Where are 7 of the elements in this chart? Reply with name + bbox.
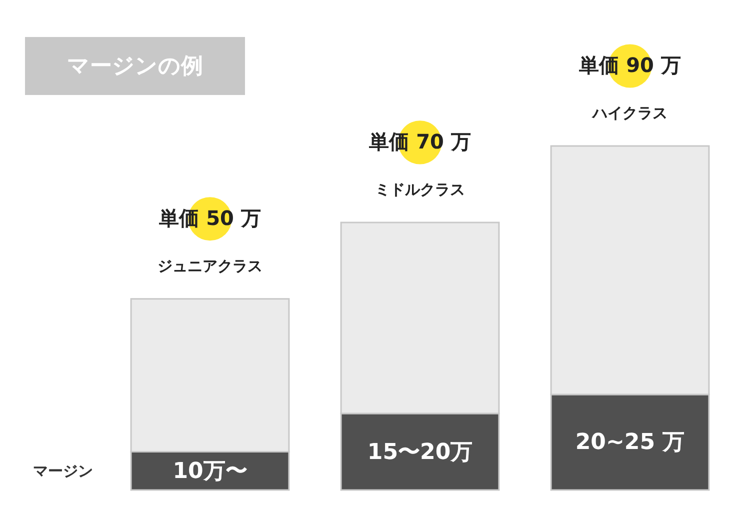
x-tick-label: ミドルクラス [375, 180, 465, 198]
text: マージン [33, 462, 93, 480]
data-label: 10万〜 [172, 458, 248, 484]
data-label: 20~25 万 [575, 430, 685, 456]
x-tick-label: ジュニアクラス [158, 256, 262, 275]
x-tick-label: ハイクラス [592, 104, 668, 122]
data-label: 15〜20万 [367, 440, 473, 465]
